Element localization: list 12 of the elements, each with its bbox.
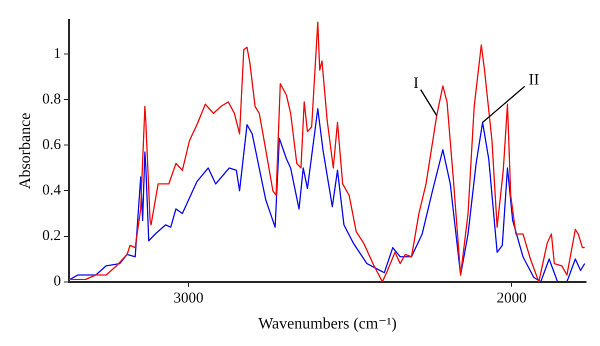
y-tick-label: 1 <box>53 46 61 62</box>
y-tick-label: 0.4 <box>42 182 62 199</box>
x-tick-label: 2000 <box>496 290 527 307</box>
x-axis-title: Wavenumbers (cm⁻¹) <box>258 316 397 333</box>
y-tick-label: 0.8 <box>42 92 61 108</box>
y-tick-label: 0.2 <box>42 228 61 244</box>
y-axis-title: Absorbance <box>16 112 34 190</box>
y-tick-label: 0.6 <box>42 137 62 154</box>
y-tick-label: 0 <box>53 274 61 290</box>
annotation: II <box>528 72 540 89</box>
annotation: I <box>413 74 419 92</box>
x-tick-label: 3000 <box>174 290 204 307</box>
